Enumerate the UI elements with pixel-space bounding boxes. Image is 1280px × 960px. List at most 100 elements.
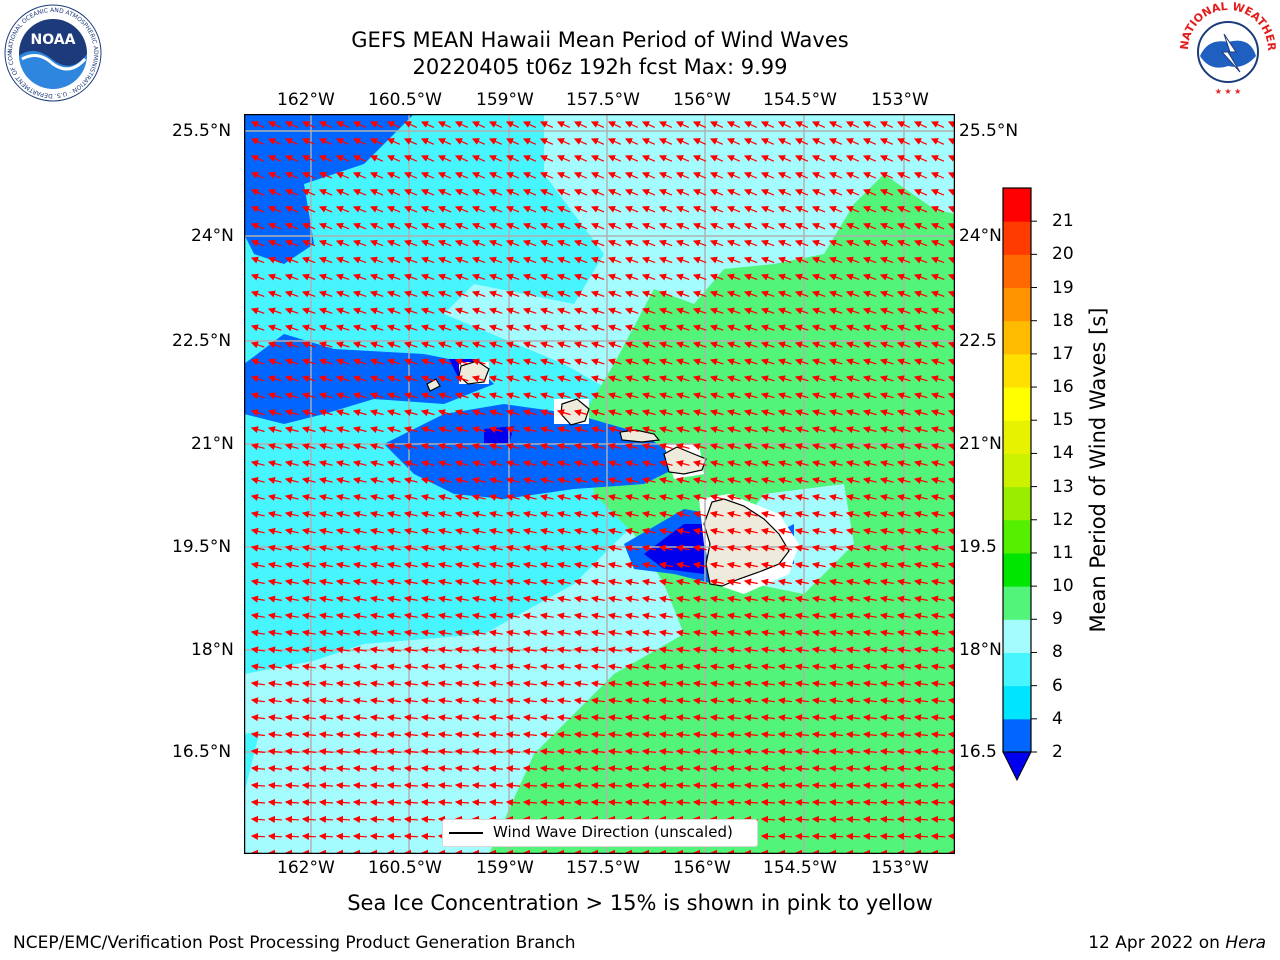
wind-wave-arrow xyxy=(913,358,928,366)
wind-wave-arrow xyxy=(403,256,418,264)
wind-wave-arrow xyxy=(726,205,741,213)
wind-wave-arrow xyxy=(573,341,588,349)
wind-wave-arrow xyxy=(539,172,554,179)
wind-wave-arrow xyxy=(488,290,503,298)
wind-wave-arrow xyxy=(760,205,775,213)
wind-wave-arrow xyxy=(556,188,571,196)
wind-wave-arrow xyxy=(267,121,282,128)
wind-wave-arrow xyxy=(624,222,639,230)
wind-wave-arrow xyxy=(641,121,656,128)
wind-wave-arrow xyxy=(471,155,486,162)
wind-wave-arrow xyxy=(862,324,877,332)
wind-wave-arrow xyxy=(692,138,707,145)
wind-wave-arrow xyxy=(743,358,758,366)
wind-wave-arrow xyxy=(539,307,554,315)
wind-wave-arrow xyxy=(267,358,282,366)
colorbar-band xyxy=(1003,586,1031,620)
lat-tick-left: 18°N xyxy=(191,640,234,660)
wind-wave-arrow xyxy=(573,324,588,332)
wind-wave-arrow xyxy=(556,290,571,298)
wind-wave-arrow xyxy=(556,358,571,366)
wind-wave-arrow xyxy=(284,138,299,145)
wind-wave-arrow xyxy=(488,358,503,366)
wind-wave-arrow xyxy=(420,341,435,349)
wind-wave-arrow xyxy=(896,273,911,281)
wind-wave-arrow xyxy=(641,273,656,281)
wind-wave-arrow xyxy=(590,121,605,128)
wind-wave-arrow xyxy=(267,138,282,145)
wind-wave-arrow xyxy=(726,222,741,230)
wind-wave-arrow xyxy=(879,188,894,196)
wind-wave-arrow xyxy=(913,273,928,281)
wind-wave-arrow xyxy=(930,172,945,179)
wind-wave-arrow xyxy=(250,205,265,213)
wind-wave-arrow xyxy=(386,172,401,179)
wind-wave-arrow xyxy=(301,290,316,298)
wind-wave-arrow xyxy=(709,222,724,230)
wind-wave-arrow xyxy=(386,375,401,383)
wind-wave-arrow xyxy=(403,172,418,179)
wind-wave-arrow xyxy=(522,239,537,247)
wind-wave-arrow xyxy=(658,273,673,281)
wind-wave-arrow xyxy=(420,324,435,332)
wind-wave-arrow xyxy=(352,121,367,128)
wind-wave-arrow xyxy=(811,256,826,264)
nws-logo: NATIONAL WEATHER SERVICE ★ ★ ★ xyxy=(1178,0,1278,98)
colorbar-band xyxy=(1003,718,1031,753)
wind-wave-arrow xyxy=(556,375,571,383)
wind-wave-arrow xyxy=(692,121,707,128)
wind-wave-arrow xyxy=(403,392,418,400)
wind-wave-arrow xyxy=(828,172,843,179)
wind-wave-arrow xyxy=(607,205,622,213)
wind-wave-arrow xyxy=(828,138,843,145)
wind-wave-arrow xyxy=(896,307,911,315)
wind-wave-arrow xyxy=(675,307,690,315)
wind-wave-arrow xyxy=(556,273,571,281)
lon-tick-top: 153°W xyxy=(871,90,929,110)
wind-wave-arrow xyxy=(743,273,758,281)
wind-wave-arrow xyxy=(505,273,520,281)
wind-wave-arrow xyxy=(726,188,741,196)
wind-wave-arrow xyxy=(777,324,792,332)
wind-wave-arrow xyxy=(369,138,384,145)
wind-wave-arrow xyxy=(777,138,792,145)
wind-wave-arrow xyxy=(913,290,928,298)
wind-wave-arrow xyxy=(403,138,418,145)
wind-wave-arrow xyxy=(284,256,299,264)
wind-wave-arrow xyxy=(913,205,928,213)
wind-wave-arrow xyxy=(828,256,843,264)
wind-wave-arrow xyxy=(437,307,452,315)
lat-tick-left: 19.5°N xyxy=(172,537,232,557)
wind-wave-arrow xyxy=(539,239,554,247)
wave-period-map xyxy=(244,114,955,854)
wind-wave-arrow xyxy=(539,341,554,349)
wind-wave-arrow xyxy=(828,324,843,332)
wind-wave-arrow xyxy=(896,121,911,128)
wind-wave-arrow xyxy=(896,256,911,264)
lat-tick-right: 24°N xyxy=(959,226,1002,246)
wind-wave-arrow xyxy=(726,172,741,179)
wind-wave-arrow xyxy=(590,341,605,349)
wind-wave-arrow xyxy=(335,358,350,366)
wind-wave-arrow xyxy=(318,324,333,332)
legend-line-swatch xyxy=(449,832,483,834)
wind-wave-arrow xyxy=(250,324,265,332)
wind-wave-arrow xyxy=(845,358,860,366)
noaa-logo-text: NOAA xyxy=(31,32,76,48)
wind-wave-arrow xyxy=(862,188,877,196)
wind-wave-arrow xyxy=(369,188,384,196)
wind-wave-arrow xyxy=(862,290,877,298)
wind-wave-arrow xyxy=(607,375,622,383)
wind-wave-arrow xyxy=(539,324,554,332)
wind-wave-arrow xyxy=(352,222,367,230)
wind-wave-arrow xyxy=(505,155,520,162)
lon-tick-bottom: 153°W xyxy=(871,858,929,878)
wind-wave-arrow xyxy=(437,172,452,179)
wind-wave-arrow xyxy=(386,205,401,213)
wind-wave-arrow xyxy=(709,392,724,400)
wind-wave-arrow xyxy=(522,205,537,213)
wind-wave-arrow xyxy=(641,172,656,179)
wind-wave-arrow xyxy=(845,222,860,230)
wind-wave-arrow xyxy=(420,205,435,213)
wind-wave-arrow xyxy=(318,188,333,196)
